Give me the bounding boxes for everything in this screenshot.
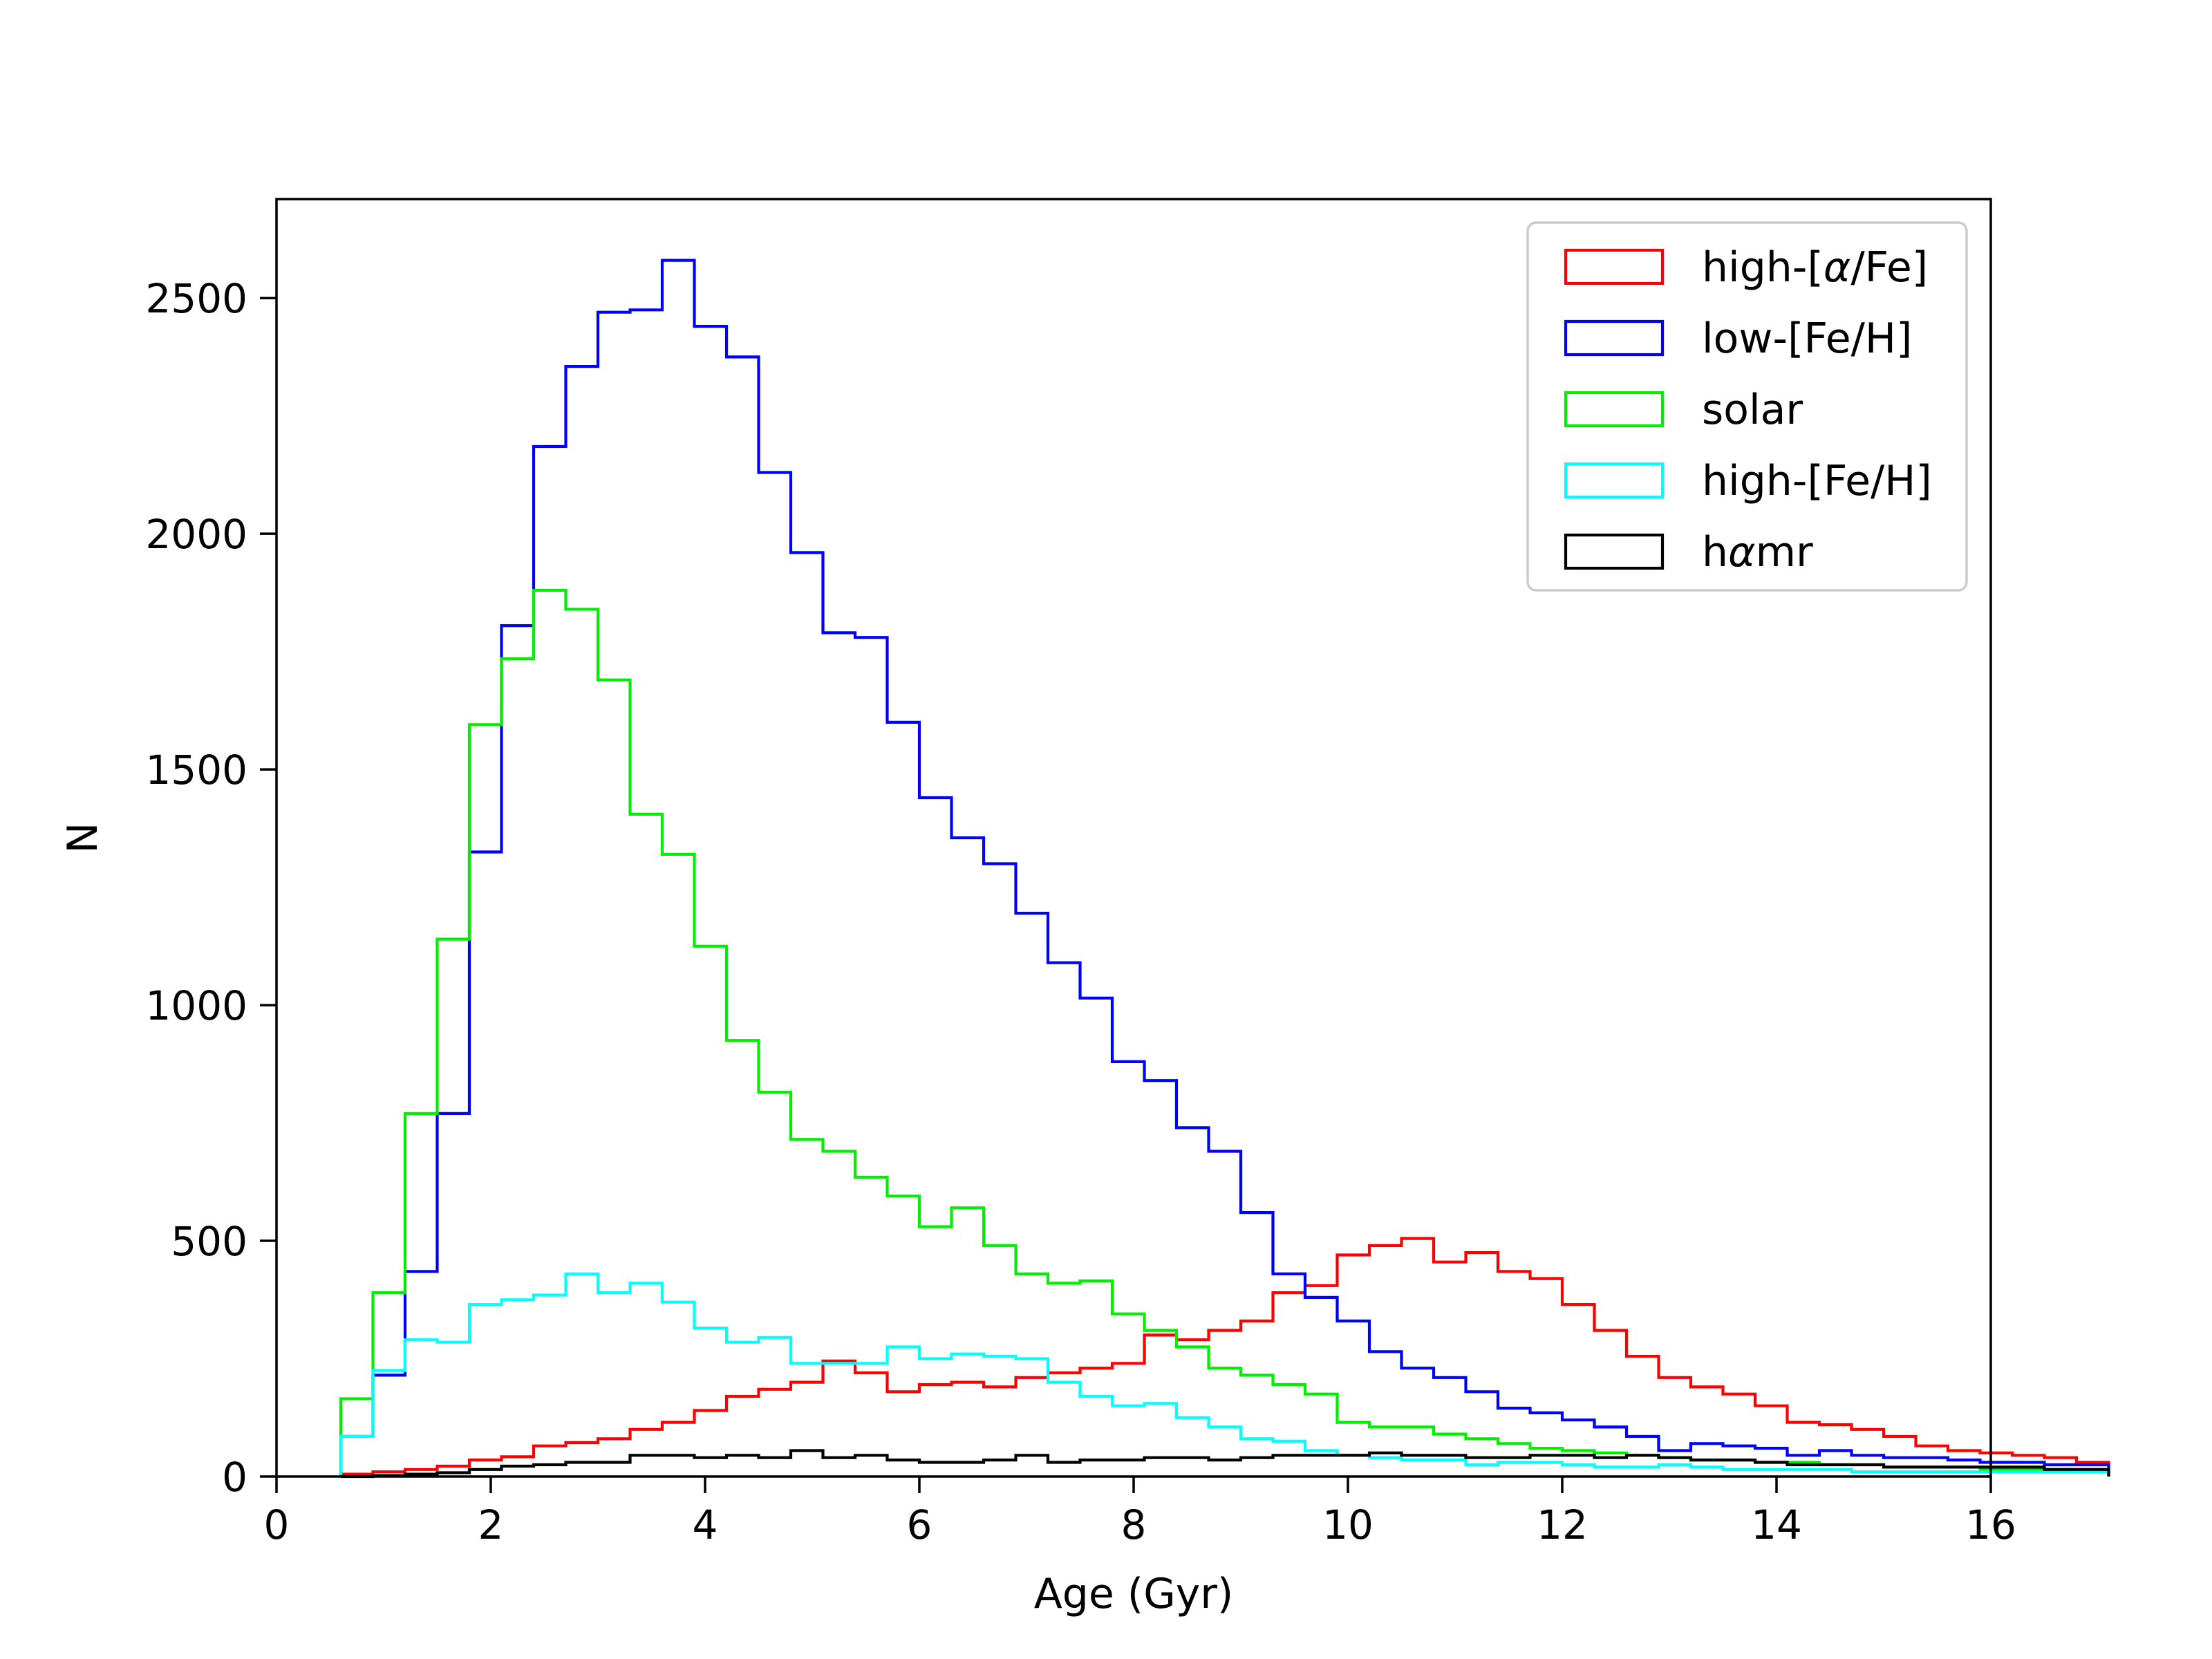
y-axis: 0 500 1000 1500 2000 2500 [145, 275, 276, 1501]
y-tick-label: 2000 [145, 511, 247, 558]
legend-swatch-1 [1564, 319, 1665, 357]
x-tick-label: 4 [693, 1501, 718, 1548]
x-axis-label: Age (Gyr) [1034, 1570, 1234, 1618]
legend-label-0: high-[α/Fe] [1702, 243, 1928, 292]
x-tick-label: 12 [1537, 1501, 1588, 1548]
legend-alpha-symbol: α [1728, 528, 1756, 577]
series-line-1 [339, 259, 2110, 1477]
y-tick-label: 2500 [145, 275, 247, 322]
series-layer [339, 259, 2110, 1479]
y-tick-label: 1500 [145, 747, 247, 794]
series-line-3 [339, 1272, 2110, 1477]
series-line-0 [339, 1237, 2110, 1477]
x-axis: 0 2 4 6 8 10 12 14 16 [264, 1477, 2016, 1548]
x-tick-label: 10 [1322, 1501, 1374, 1548]
x-tick-label: 6 [907, 1501, 932, 1548]
legend-swatch-4 [1564, 533, 1665, 570]
x-tick-label: 2 [478, 1501, 504, 1548]
y-tick-label: 0 [222, 1454, 247, 1501]
x-tick-label: 8 [1121, 1501, 1147, 1548]
legend-swatch-0 [1564, 248, 1665, 285]
x-tick-label: 0 [264, 1501, 290, 1548]
x-tick-label: 16 [1965, 1501, 2016, 1548]
series-line-4 [341, 1449, 2110, 1479]
legend-swatch-2 [1564, 391, 1665, 428]
y-tick-label: 500 [171, 1218, 247, 1265]
x-tick-label: 14 [1751, 1501, 1802, 1548]
legend-alpha-symbol: α [1824, 243, 1851, 292]
legend-label-2: solar [1702, 386, 1803, 434]
y-axis-label: N [59, 823, 107, 854]
legend-label-4: hαmr [1702, 528, 1813, 577]
legend-swatch-3 [1564, 462, 1665, 499]
y-tick-label: 1000 [145, 982, 247, 1029]
legend-label-3: high-[Fe/H] [1702, 457, 1932, 505]
legend: high-[α/Fe] low-[Fe/H] solar high-[Fe/H] hαm… [1526, 221, 1968, 592]
legend-label-1: low-[Fe/H] [1702, 315, 1912, 363]
